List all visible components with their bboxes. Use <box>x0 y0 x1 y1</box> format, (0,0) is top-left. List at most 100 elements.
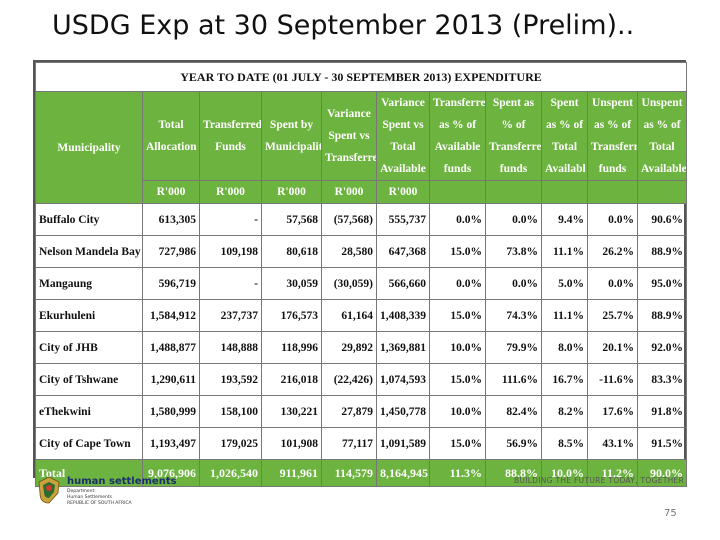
table-cell: 1,074,593 <box>376 363 430 396</box>
table-cell: 15.0% <box>429 299 486 332</box>
table-cell: 101,908 <box>261 427 322 460</box>
total-cell: 1,026,540 <box>199 459 262 487</box>
table-caption: YEAR TO DATE (01 JULY - 30 SEPTEMBER 201… <box>35 62 687 92</box>
table-cell: (22,426) <box>321 363 377 396</box>
total-cell: 90.0% <box>637 459 687 487</box>
table-cell: 8.5% <box>541 427 588 460</box>
column-header: Transferred as % of Available funds <box>429 91 486 181</box>
table-cell: 1,584,912 <box>142 299 200 332</box>
table-cell: 11.1% <box>541 235 588 268</box>
unit-label: R'000 <box>199 180 262 204</box>
table-cell: 61,164 <box>321 299 377 332</box>
table-cell: 109,198 <box>199 235 262 268</box>
department-logo: human settlements Department: Human Sett… <box>36 476 177 510</box>
table-cell: 596,719 <box>142 267 200 300</box>
table-row: Ekurhuleni 1,584,912 237,737 176,573 61,164 1… <box>35 299 687 332</box>
table-cell: 566,660 <box>376 267 430 300</box>
table-cell: 176,573 <box>261 299 322 332</box>
unit-label <box>587 180 638 204</box>
table-cell: 118,996 <box>261 331 322 364</box>
table-cell: 27,879 <box>321 395 377 428</box>
total-cell: 11.3% <box>429 459 486 487</box>
unit-label: R'000 <box>261 180 322 204</box>
coat-of-arms-icon <box>38 476 60 504</box>
table-row: Nelson Mandela Bay 727,986 109,198 80,618 28… <box>35 235 687 268</box>
table-cell: 77,117 <box>321 427 377 460</box>
table-cell: 92.0% <box>637 331 687 364</box>
table-cell: 1,290,611 <box>142 363 200 396</box>
table-cell: 148,888 <box>199 331 262 364</box>
table-cell: 1,488,877 <box>142 331 200 364</box>
table-row: Buffalo City 613,305-57,568 (57,568) 555,73… <box>35 203 687 236</box>
municipality-name: City of Tshwane <box>35 363 143 396</box>
table-cell: 647,368 <box>376 235 430 268</box>
table-cell: 555,737 <box>376 203 430 236</box>
total-cell: 11.2% <box>587 459 638 487</box>
unit-label <box>541 180 588 204</box>
column-header: Spent as % of Transferred funds <box>485 91 542 181</box>
table-row: City of JHB 1,488,877 148,888 118,996 29,892… <box>35 331 687 364</box>
table-cell: 130,221 <box>261 395 322 428</box>
table-cell: (57,568) <box>321 203 377 236</box>
column-header: Unspent as % of Transferred funds <box>587 91 638 181</box>
table-cell: 0.0% <box>587 203 638 236</box>
unit-label <box>429 180 486 204</box>
table-cell: 82.4% <box>485 395 542 428</box>
column-header: Variance Spent vs Transferred <box>321 91 377 181</box>
table-cell: 95.0% <box>637 267 687 300</box>
column-header: Total Allocation <box>142 91 200 181</box>
total-cell: 8,164,945 <box>376 459 430 487</box>
table-cell: 613,305 <box>142 203 200 236</box>
table-row: Mangaung 596,719-30,059 (30,059) 566,660 0.0… <box>35 267 687 300</box>
table-cell: 26.2% <box>587 235 638 268</box>
table-cell: 79.9% <box>485 331 542 364</box>
table-row: City of Cape Town 1,193,497 179,025 101,908… <box>35 427 687 460</box>
unit-label <box>485 180 542 204</box>
table-cell: 25.7% <box>587 299 638 332</box>
table-cell: 11.1% <box>541 299 588 332</box>
table-cell: 80,618 <box>261 235 322 268</box>
total-cell: 911,961 <box>261 459 322 487</box>
table-cell: 1,450,778 <box>376 395 430 428</box>
table-cell: 83.3% <box>637 363 687 396</box>
column-header-row: Municipality Total Allocation Transferred … <box>35 91 687 204</box>
table-cell: 10.0% <box>429 395 486 428</box>
table-cell: 90.6% <box>637 203 687 236</box>
municipality-name: City of Cape Town <box>35 427 143 460</box>
municipality-name: Ekurhuleni <box>35 299 143 332</box>
table-cell: 56.9% <box>485 427 542 460</box>
table-cell: -11.6% <box>587 363 638 396</box>
table-row: City of Tshwane 1,290,611 193,592 216,018 (2… <box>35 363 687 396</box>
page-number: 75 <box>664 508 677 519</box>
table-cell: 0.0% <box>485 203 542 236</box>
dept-line-3: REPUBLIC OF SOUTH AFRICA <box>67 501 132 506</box>
dept-line-2: Human Settlements <box>67 495 112 500</box>
table-cell: 0.0% <box>429 267 486 300</box>
table-cell: 15.0% <box>429 363 486 396</box>
table-cell: - <box>199 267 262 300</box>
table-cell: 28,580 <box>321 235 377 268</box>
column-header: Transferred Funds <box>199 91 262 181</box>
table-cell: 179,025 <box>199 427 262 460</box>
table-cell: 17.6% <box>587 395 638 428</box>
table-cell: 1,408,339 <box>376 299 430 332</box>
total-cell: 10.0% <box>541 459 588 487</box>
table-cell: - <box>199 203 262 236</box>
municipality-name: City of JHB <box>35 331 143 364</box>
table-cell: 111.6% <box>485 363 542 396</box>
table-cell: 73.8% <box>485 235 542 268</box>
table-cell: 10.0% <box>429 331 486 364</box>
table-cell: 216,018 <box>261 363 322 396</box>
column-header: Spent by Municipality <box>261 91 322 181</box>
column-header: Variance Spent vs Total Available <box>376 91 430 181</box>
table-cell: 0.0% <box>429 203 486 236</box>
table-cell: 237,737 <box>199 299 262 332</box>
table-row: eThekwini 1,580,999 158,100 130,221 27,879 1,… <box>35 395 687 428</box>
slide-title: USDG Exp at 30 September 2013 (Prelim).. <box>52 10 635 41</box>
table-cell: 43.1% <box>587 427 638 460</box>
municipality-name: Nelson Mandela Bay <box>35 235 143 268</box>
table-cell: 193,592 <box>199 363 262 396</box>
table-cell: 1,369,881 <box>376 331 430 364</box>
municipality-name: eThekwini <box>35 395 143 428</box>
total-cell: 114,579 <box>321 459 377 487</box>
